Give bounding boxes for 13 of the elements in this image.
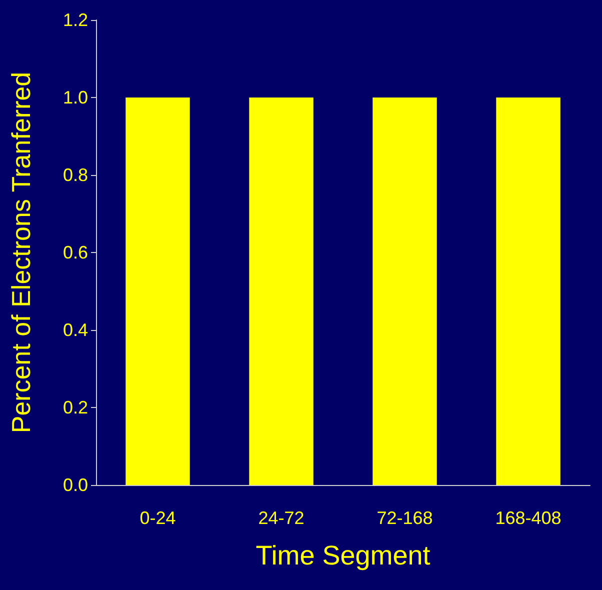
x-tick-label: 72-168 bbox=[376, 508, 433, 528]
x-tick-label: 0-24 bbox=[140, 508, 176, 528]
y-tick-label: 0.4 bbox=[62, 320, 88, 340]
y-tick-label: 0.6 bbox=[62, 242, 88, 262]
y-tick-label: 0.0 bbox=[62, 475, 88, 495]
y-axis-title: Percent of Electrons Tranferred bbox=[6, 72, 36, 434]
x-tick-label: 24-72 bbox=[258, 508, 304, 528]
y-tick-label: 1.2 bbox=[62, 10, 88, 30]
x-tick-label: 168-408 bbox=[495, 508, 562, 528]
x-axis-title: Time Segment bbox=[256, 540, 431, 570]
y-tick-label: 0.8 bbox=[62, 165, 88, 185]
y-tick-label: 1.0 bbox=[62, 88, 88, 108]
y-tick-label: 0.2 bbox=[62, 398, 88, 418]
